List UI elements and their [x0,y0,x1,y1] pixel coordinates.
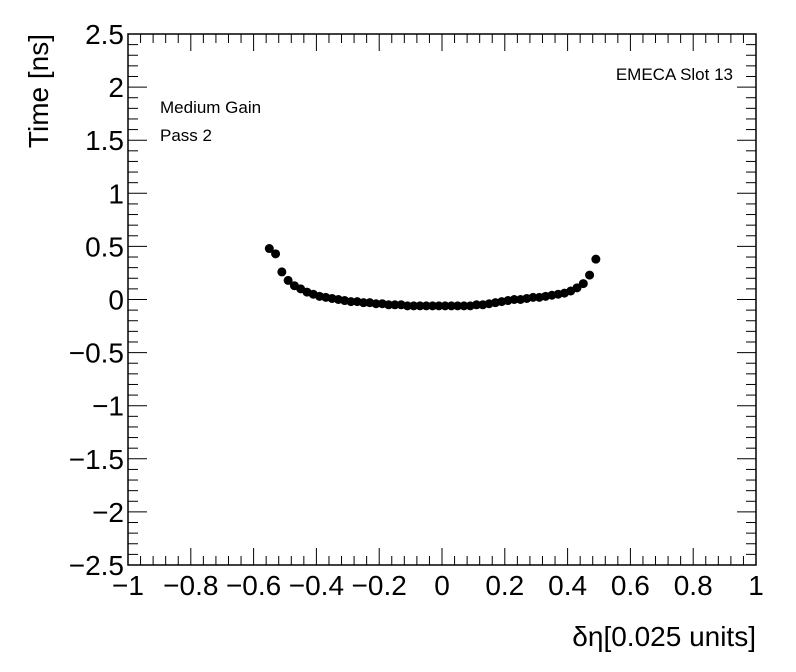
data-point [402,301,412,311]
x-tick-label: 0.8 [674,570,713,601]
data-point [271,249,281,259]
data-point [415,301,425,311]
data-point [453,301,463,311]
y-tick-label: −2 [92,497,124,528]
data-point [359,298,368,308]
data-point [591,254,601,264]
x-tick-label: −0.8 [163,570,218,601]
x-tick-label: 1 [748,570,764,601]
x-axis-ticks [127,34,757,565]
data-point [283,275,293,285]
y-tick-label: −1.5 [69,444,124,475]
x-axis-tick-labels: −1 −0.8 −0.6 −0.4 −0.2 0 0.2 0.4 0.6 0.8 1 [112,570,764,601]
data-point [371,299,381,309]
y-tick-label: 0 [108,285,124,316]
y-axis-tick-labels: −2.5 −2 −1.5 −1 −0.5 0 0.5 1 1.5 2 2.5 [69,19,124,581]
x-tick-label: 0 [434,570,450,601]
y-tick-label: −1 [92,391,124,422]
data-point [459,301,469,311]
data-point [585,270,595,280]
y-tick-label: 2 [108,72,124,103]
x-axis-title: δη[0.025 units] [572,621,756,652]
data-point [428,301,438,311]
y-tick-label: 0.5 [85,231,124,262]
data-point [346,297,356,307]
data-point [509,295,519,304]
y-tick-label: −0.5 [69,338,124,369]
data-point [440,301,450,311]
y-tick-label: 1 [108,178,124,209]
x-tick-label: 0.2 [485,570,524,601]
x-tick-label: −0.6 [226,570,281,601]
data-points [264,244,601,311]
x-tick-label: −0.4 [289,570,344,601]
y-axis-title: Time [ns] [23,34,54,148]
data-point [384,300,394,310]
data-point [390,300,400,310]
x-tick-label: 0.6 [611,570,650,601]
x-tick-label: 0.4 [548,570,587,601]
data-point [578,279,588,289]
data-point [446,301,456,311]
y-tick-label: 1.5 [85,125,124,156]
data-point [264,244,274,254]
data-point [409,301,419,311]
gain-annotation: Medium Gain [160,98,261,117]
x-tick-label: −0.2 [352,570,407,601]
y-tick-label: 2.5 [85,19,124,50]
data-point [421,301,431,311]
pass-annotation: Pass 2 [160,126,212,145]
y-tick-label: −2.5 [69,550,124,581]
data-point [434,301,444,311]
data-point [528,292,538,302]
data-point [277,267,287,277]
slot-annotation: EMECA Slot 13 [616,65,733,84]
data-point [472,300,482,310]
y-axis-ticks [128,33,756,566]
x-tick-label: −1 [112,570,144,601]
